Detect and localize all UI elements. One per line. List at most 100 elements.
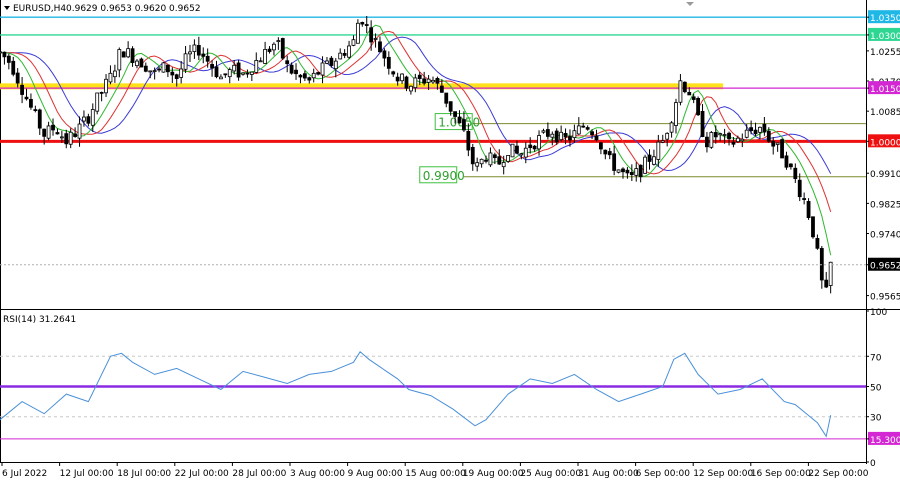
candle-body	[731, 141, 736, 145]
candle-body	[152, 70, 157, 72]
candle	[276, 37, 281, 50]
candle-body	[740, 138, 745, 142]
candle-body	[479, 158, 484, 165]
candle-body	[705, 136, 709, 148]
candle	[819, 246, 824, 289]
candle-body	[484, 159, 488, 162]
candle-body	[236, 62, 241, 78]
candle	[696, 96, 701, 117]
candle-body	[285, 60, 290, 65]
candle-body	[466, 130, 471, 151]
candle	[457, 110, 462, 124]
time-tick-label: 12 Sep 00:00	[693, 469, 753, 479]
candle	[713, 125, 718, 144]
candle	[210, 60, 214, 77]
candle-body	[475, 162, 480, 167]
price-marker-0-9652	[868, 257, 900, 271]
candle	[311, 68, 316, 83]
candle-body	[669, 122, 674, 133]
candle-body	[90, 109, 95, 126]
candle-body	[37, 109, 42, 129]
candle	[563, 128, 568, 145]
candle-body	[563, 133, 568, 138]
candle-body	[775, 142, 780, 145]
candle	[413, 73, 418, 93]
candle	[576, 117, 581, 135]
time-tick-label: 9 Aug 00:00	[348, 469, 403, 479]
candle	[201, 47, 206, 64]
candle	[121, 51, 126, 58]
candle-body	[20, 84, 24, 95]
candle-body	[347, 45, 351, 58]
candle	[214, 60, 219, 79]
candle-body	[444, 92, 449, 104]
candle	[515, 140, 519, 155]
rsi-tick-label: 30	[870, 414, 882, 424]
candle-body	[68, 131, 73, 145]
candle	[581, 122, 586, 128]
time-tick-label: 19 Aug 00:00	[463, 469, 524, 479]
candle-body	[523, 147, 528, 158]
candle	[806, 198, 811, 220]
dropdown-triangle-icon[interactable]	[4, 6, 10, 10]
candle	[594, 129, 599, 142]
candle-body	[210, 64, 214, 69]
candle-body	[161, 62, 166, 73]
candle-body	[758, 126, 762, 133]
candle-body	[409, 85, 413, 92]
candle	[404, 75, 409, 92]
candle	[378, 36, 382, 53]
candle	[687, 87, 692, 96]
candle	[112, 64, 117, 83]
candle	[788, 163, 793, 170]
candle-body	[338, 52, 343, 60]
candle	[364, 16, 369, 34]
candle-body	[179, 68, 184, 78]
candle-body	[492, 154, 497, 159]
candle	[95, 92, 100, 115]
candle	[709, 131, 714, 149]
candle	[289, 62, 294, 75]
candle	[784, 151, 789, 170]
candle-body	[435, 77, 440, 84]
candle-body	[51, 124, 55, 131]
candle	[249, 71, 254, 81]
time-tick-label: 25 Aug 00:00	[520, 469, 581, 479]
candle	[148, 70, 153, 79]
level-lines: 1.00500.9900	[0, 16, 866, 184]
candle-body	[258, 60, 263, 63]
candle-body	[603, 149, 608, 155]
candle	[753, 122, 758, 137]
candle	[643, 154, 647, 174]
candle	[462, 111, 466, 133]
candle-body	[422, 78, 427, 84]
candle	[24, 88, 29, 101]
candle-body	[214, 66, 219, 78]
candle-body	[554, 130, 559, 143]
candle-body	[232, 64, 237, 72]
candle	[793, 163, 798, 183]
candle-body	[249, 71, 254, 75]
candle	[691, 93, 696, 104]
candle	[183, 45, 188, 73]
candle-body	[219, 76, 223, 80]
candle-body	[722, 134, 727, 136]
price-marker-1-0150	[868, 81, 900, 95]
candle-body	[311, 72, 316, 79]
candle-body	[272, 43, 276, 51]
candle-body	[174, 74, 179, 79]
candle	[342, 49, 347, 59]
candle-body	[780, 139, 784, 159]
candle	[417, 72, 422, 86]
candle-body	[581, 125, 586, 128]
candle	[550, 131, 555, 146]
candle	[227, 67, 232, 84]
candle	[466, 123, 471, 157]
candle-body	[598, 142, 603, 150]
candle-body	[329, 57, 334, 66]
time-tick-label: 16 Sep 00:00	[751, 469, 811, 479]
candle	[254, 52, 259, 74]
candle-body	[24, 96, 29, 100]
candle-body	[395, 76, 400, 82]
